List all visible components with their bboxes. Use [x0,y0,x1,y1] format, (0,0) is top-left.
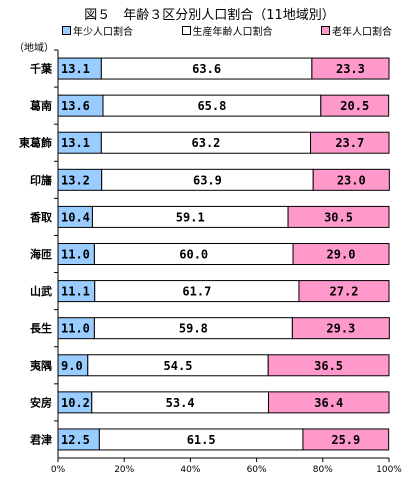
data-label: 59.8 [179,322,208,336]
bar-segment [310,131,390,154]
legend: 年少人口割合 生産年齢人口割合 老年人口割合 [62,23,392,38]
category-label: 印旛 [30,173,52,187]
data-label: 29.0 [327,248,356,262]
data-label: 30.5 [324,210,353,224]
bar-segment [298,280,390,303]
data-label: 23.7 [335,136,364,150]
data-label: 20.5 [340,99,369,113]
legend-swatch-elderly [321,26,330,35]
data-label: 13.6 [61,99,90,113]
bar-segment [311,57,390,80]
data-label: 23.0 [337,173,366,187]
data-label: 54.5 [164,359,193,373]
x-tick-label: 20% [114,465,134,475]
category-label: 山武 [30,284,52,298]
category-label: 君津 [30,432,52,446]
data-label: 23.3 [336,62,365,76]
data-label: 59.1 [176,210,205,224]
data-label: 12.5 [61,433,90,447]
category-label: 東葛飾 [19,136,52,150]
category-label: 安房 [30,395,52,409]
data-label: 11.1 [61,285,90,299]
bar-segment [291,317,390,340]
x-tick-label: 40% [180,465,200,475]
legend-item-elderly: 老年人口割合 [321,23,392,38]
data-label: 60.0 [179,248,208,262]
data-label: 13.1 [61,62,90,76]
data-label: 13.1 [61,136,90,150]
category-label: 海匝 [30,247,52,261]
bar-segment [320,94,390,117]
legend-label-elderly: 老年人口割合 [332,27,392,38]
x-tick-label: 100% [376,465,402,475]
data-label: 29.3 [326,322,355,336]
x-tick-label: 80% [313,465,333,475]
bar-segment [287,205,390,228]
legend-swatch-working [181,26,191,35]
data-label: 36.4 [314,396,343,410]
bar-segment [268,391,390,414]
category-label: 夷隅 [30,358,52,372]
data-label: 25.9 [331,433,360,447]
legend-label-young: 年少人口割合 [73,27,133,38]
data-label: 36.5 [314,359,343,373]
x-tick-label: 0% [51,465,66,475]
data-label: 63.2 [192,136,221,150]
data-label: 9.0 [61,359,83,373]
category-label: 葛南 [29,99,52,113]
category-label: 千葉 [30,62,53,76]
category-axis-header: （地域） [14,43,54,54]
data-label: 53.4 [166,396,195,410]
bar-segment [302,428,390,451]
data-label: 63.9 [193,173,222,187]
data-label: 27.2 [330,285,359,299]
data-label: 11.0 [61,322,90,336]
data-label: 11.0 [61,248,90,262]
data-label: 13.2 [61,173,90,187]
category-label: 香取 [29,210,52,224]
data-label: 63.6 [192,62,221,76]
data-label: 10.4 [61,210,90,224]
category-label: 長生 [30,321,52,335]
legend-item-young: 年少人口割合 [62,23,133,38]
legend-label-working: 生産年齢人口割合 [192,27,273,38]
legend-swatch-young [62,26,71,35]
data-label: 10.2 [61,396,90,410]
data-label: 61.7 [182,285,211,299]
legend-item-working: 生産年齢人口割合 [181,23,273,38]
bar-segment [292,243,390,265]
chart-title: 図５ 年齢３区分別人口割合（11地域別） [84,8,335,23]
bar-segment [312,168,390,191]
data-label: 61.5 [187,433,216,447]
x-tick-label: 60% [247,465,267,475]
bar-segment [267,354,390,377]
data-label: 65.8 [197,99,226,113]
